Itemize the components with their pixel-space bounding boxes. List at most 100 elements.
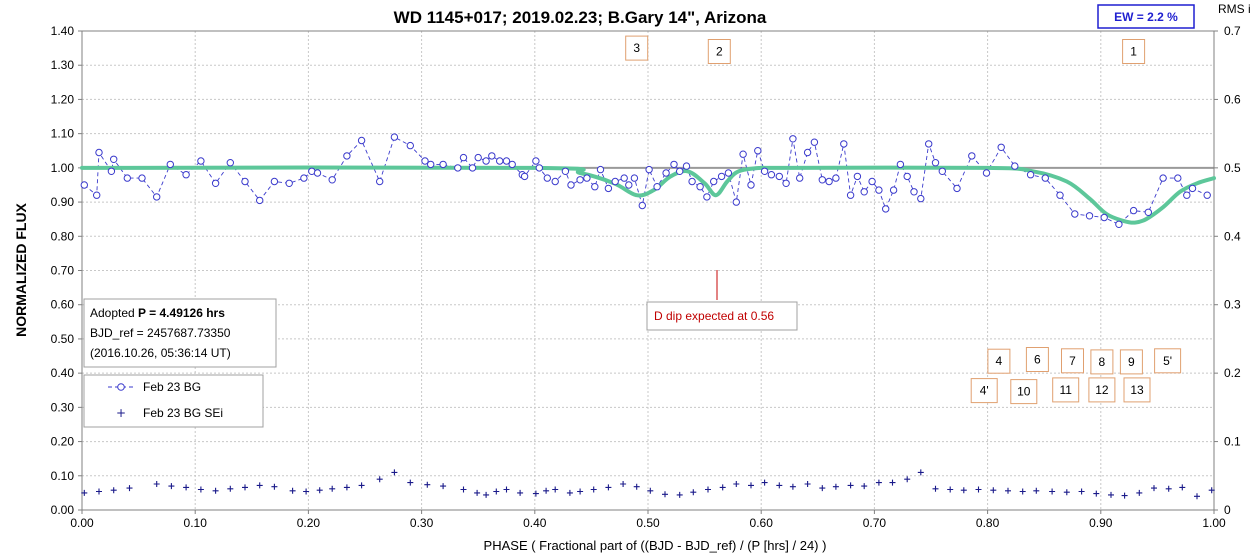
data-point-feb23-bg-sei [532,490,539,497]
dip-expected-annotation: D dip expected at 0.56 [646,270,798,331]
data-point-feb23-bg [968,152,976,160]
data-point-feb23-bg-sei [271,483,278,490]
y2-tick-label: 0.1 [1224,435,1241,449]
dip-label-text: 1 [1130,45,1137,59]
data-point-feb23-bg [427,160,435,169]
data-point-feb23-bg [328,176,336,184]
data-point-feb23-bg [611,177,619,186]
data-point-feb23-bg [1183,191,1191,199]
data-point-feb23-bg [760,167,769,176]
data-point-feb23-bg [376,177,384,186]
data-point-feb23-bg-sei [110,487,117,494]
dip-label-box [1090,349,1114,375]
data-point-feb23-bg-sei [662,491,668,498]
data-point-feb23-bg-sei [1063,489,1070,496]
x-tick-label: 0.60 [750,516,774,530]
data-point-feb23-bg [782,179,790,188]
y-tick-label: 1.20 [51,92,75,106]
data-point-feb23-bg [1026,171,1035,179]
data-point-feb23-bg [739,150,747,158]
data-point-feb23-bg [551,177,559,186]
data-point-feb23-bg-sei [1005,487,1011,494]
data-point-feb23-bg [953,184,961,193]
series-layer [80,133,1216,500]
y-tick-label: 0.50 [51,332,75,346]
data-point-feb23-bg-sei [690,489,697,496]
dip-label-text: 9 [1128,355,1135,369]
data-point-feb23-bg [166,160,175,169]
data-point-feb23-bg-sei [566,489,573,496]
data-point-feb23-bg-sei [1093,490,1100,497]
data-point-feb23-bg-sei [1078,488,1085,495]
data-point-feb23-bg [1203,191,1211,199]
data-point-feb23-bg-sei [483,491,490,498]
data-point-feb23-bg [583,174,591,182]
x-tick-label: 0.00 [70,516,94,530]
dip-label-box [1052,377,1080,403]
data-point-feb23-bg-sei [761,479,768,486]
x-tick-label: 0.10 [184,516,208,530]
y-tick-label: 0.80 [51,229,75,243]
data-point-feb23-bg-sei [960,487,967,494]
ew-label: EW = 2.2 % [1114,10,1178,24]
data-point-feb23-bg [591,183,599,191]
data-point-feb23-bg [95,148,103,157]
data-point-feb23-bg [696,183,704,191]
y-tick-label: 0.60 [51,298,75,312]
data-point-feb23-bg [535,164,543,172]
data-point-feb23-bg-sei [1019,488,1026,495]
data-point-feb23-bg [717,172,726,181]
data-point-feb23-bg [270,177,279,186]
data-point-feb23-bg-sei [1179,484,1186,491]
data-point-feb23-bg-sei [705,486,711,493]
data-point-feb23-bg [226,159,235,167]
y2-tick-label: 0.2 [1224,366,1241,380]
y-tick-label: 1.30 [51,58,75,72]
legend-label-feb23-bg: Feb 23 BG [143,380,201,394]
data-point-feb23-bg-sei [329,485,336,492]
data-point-feb23-bg [625,181,633,189]
data-point-feb23-bg [406,141,414,150]
data-point-feb23-bg [197,157,205,165]
y-tick-label: 1.40 [51,24,75,38]
data-point-feb23-bg [638,201,646,210]
data-point-feb23-bg [343,152,351,160]
y-tick-label: 0.30 [51,400,75,414]
data-point-feb23-bg [818,176,826,184]
data-point-feb23-bg [789,135,797,143]
data-point-feb23-bg [653,183,661,191]
data-point-feb23-bg [604,184,613,193]
legend-marker-feb23-bg-sei: + [116,406,126,420]
data-point-feb23-bg-sei [1208,487,1215,494]
data-point-feb23-bg [630,174,639,182]
x-tick-label: 0.70 [863,516,887,530]
data-point-feb23-bg [796,174,804,182]
dip-label-text: 10 [1017,385,1031,399]
data-point-feb23-bg [868,177,876,186]
x-tick-label: 0.50 [636,516,660,530]
data-point-feb23-bg-sei [552,486,559,493]
data-point-feb23-bg [1011,162,1019,170]
data-point-feb23-bg [1144,208,1153,217]
x-tick-label: 0.20 [297,516,321,530]
data-point-feb23-bg [938,167,946,176]
data-point-feb23-bg [123,174,132,182]
data-point-feb23-bg [496,157,504,165]
data-point-feb23-bg [767,171,776,179]
x-tick-label: 0.90 [1089,516,1113,530]
x-axis-label: PHASE ( Fractional part of ((BJD - BJD_r… [484,538,827,553]
data-point-feb23-bg-sei [904,476,911,483]
data-point-feb23-bg-sei [975,486,982,493]
data-point-feb23-bg-sei [503,486,510,493]
data-point-feb23-bg [576,176,584,184]
data-point-feb23-bg [300,174,308,182]
data-point-feb23-bg-sei [1108,491,1114,498]
data-point-feb23-bg-sei [1033,487,1040,494]
data-point-feb23-bg [853,172,862,181]
y-tick-label: 0.70 [51,264,75,278]
data-point-feb23-bg [153,193,161,201]
data-point-feb23-bg [543,174,551,182]
data-point-feb23-bg [110,155,118,164]
dip-label-text: 11 [1059,383,1072,397]
dip-label-box [970,378,998,404]
